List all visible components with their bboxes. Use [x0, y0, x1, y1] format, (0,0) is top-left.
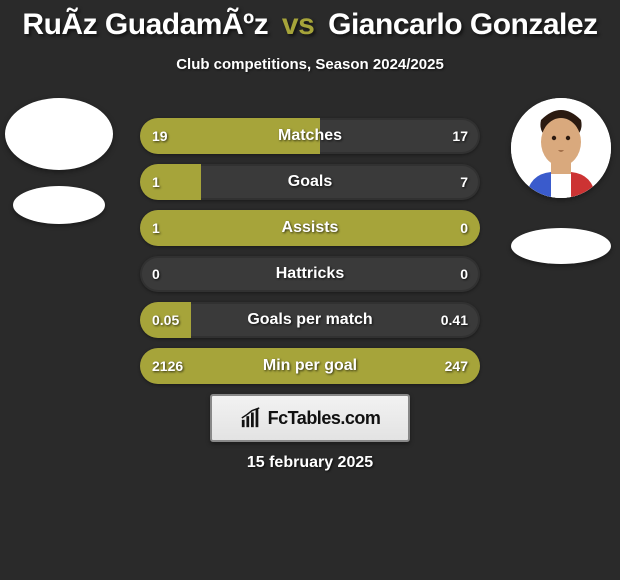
- stat-value-left: 1: [152, 164, 160, 200]
- stat-bar-left: [140, 210, 480, 246]
- stat-row: 1Goals7: [140, 164, 480, 200]
- stats-table: 19Matches171Goals71Assists00Hattricks00.…: [140, 118, 480, 394]
- brand-box: FcTables.com: [210, 394, 410, 442]
- stat-value-left: 2126: [152, 348, 183, 384]
- stat-value-right: 0: [460, 256, 468, 292]
- stat-value-right: 17: [452, 118, 468, 154]
- stat-value-left: 0: [152, 256, 160, 292]
- stat-row: 19Matches17: [140, 118, 480, 154]
- stat-value-right: 247: [445, 348, 468, 384]
- subtitle: Club competitions, Season 2024/2025: [0, 56, 620, 73]
- stat-row: 0Hattricks0: [140, 256, 480, 292]
- stat-value-right: 7: [460, 164, 468, 200]
- chart-icon: [240, 407, 262, 429]
- stat-row: 0.05Goals per match0.41: [140, 302, 480, 338]
- stat-value-left: 0.05: [152, 302, 179, 338]
- player-right-column: [506, 98, 616, 264]
- stat-row: 1Assists0: [140, 210, 480, 246]
- comparison-title: RuÃ­z GuadamÃºz vs Giancarlo Gonzalez: [0, 0, 620, 42]
- stat-value-right: 0.41: [441, 302, 468, 338]
- player-right-face-icon: [511, 98, 611, 198]
- brand-text: FcTables.com: [268, 408, 381, 429]
- stat-value-left: 19: [152, 118, 168, 154]
- stat-bar-left: [140, 164, 201, 200]
- player-left-name: RuÃ­z GuadamÃºz: [22, 8, 268, 41]
- stat-value-right: 0: [460, 210, 468, 246]
- player-left-photo: [5, 98, 113, 170]
- stat-row: 2126Min per goal247: [140, 348, 480, 384]
- stat-label: Goals per match: [140, 302, 480, 338]
- player-left-club-badge: [13, 186, 105, 224]
- stat-bar-left: [140, 348, 480, 384]
- player-right-name: Giancarlo Gonzalez: [328, 8, 597, 41]
- snapshot-date: 15 february 2025: [0, 454, 620, 472]
- player-right-club-badge: [511, 228, 611, 264]
- player-right-photo: [511, 98, 611, 198]
- vs-text: vs: [282, 8, 314, 41]
- player-left-column: [4, 98, 114, 224]
- stat-value-left: 1: [152, 210, 160, 246]
- stat-label: Hattricks: [140, 256, 480, 292]
